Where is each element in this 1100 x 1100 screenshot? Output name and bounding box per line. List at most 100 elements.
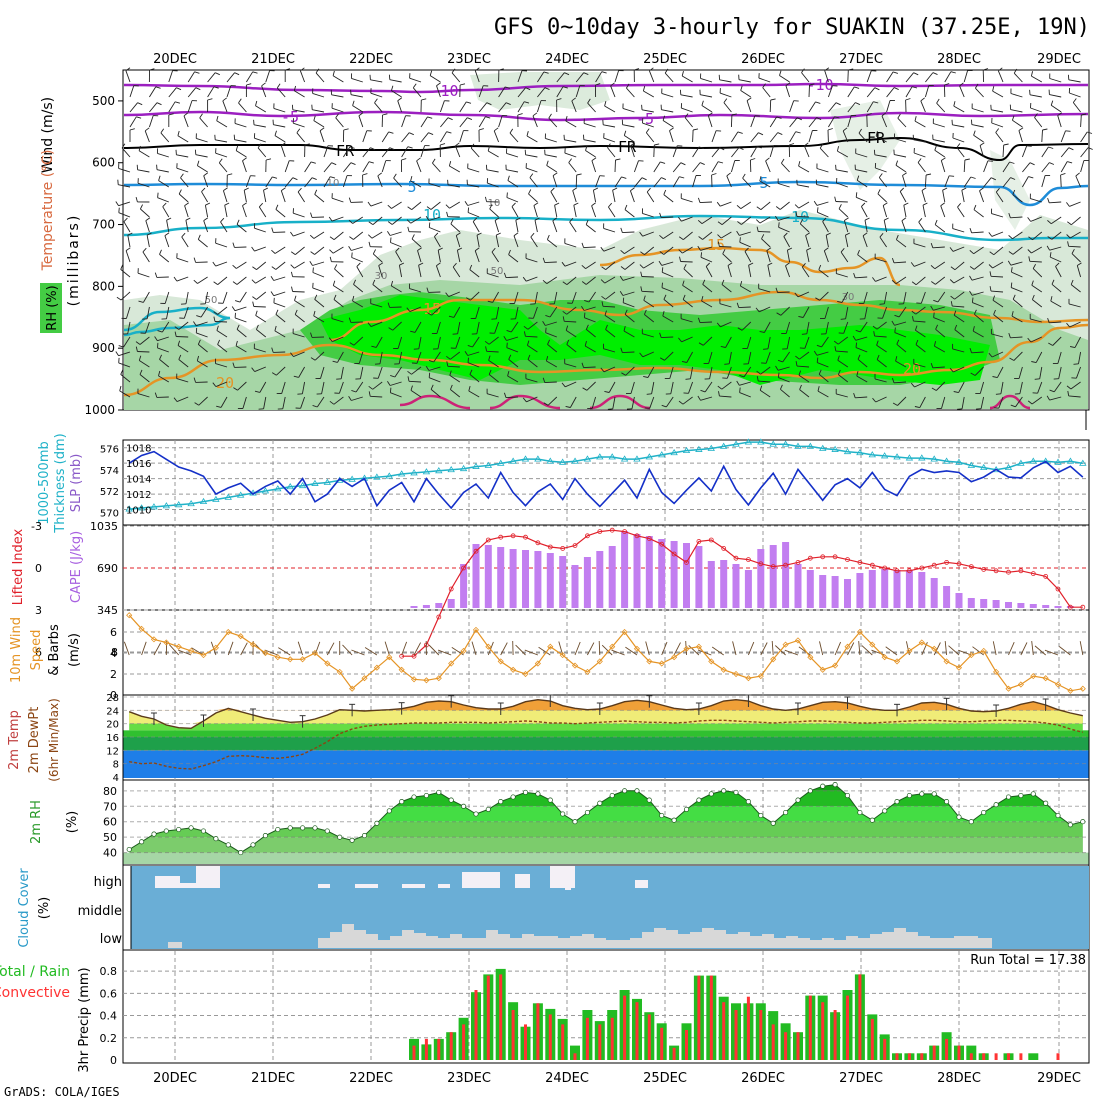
wind-barb-feather — [983, 68, 989, 71]
wind-barb — [798, 374, 810, 383]
wind-barb — [758, 77, 771, 83]
wind-barb — [487, 272, 499, 278]
wind-barb — [1010, 261, 1023, 266]
wind-barb-feather — [427, 116, 433, 119]
wind-barb-feather — [193, 257, 197, 263]
wind-barb — [476, 235, 480, 248]
wind-barb-feather — [203, 217, 209, 221]
wind-barb-feather — [600, 367, 605, 373]
wind-barb-feather — [493, 127, 499, 132]
wind-barb-feather — [824, 247, 829, 252]
wind-barb-feather — [933, 299, 939, 303]
wind-barb — [517, 70, 523, 83]
wind-barb-feather — [1031, 294, 1035, 300]
wind-barb — [692, 162, 701, 173]
wind-barb — [797, 184, 810, 188]
wind-barb-feather — [620, 347, 623, 353]
wind-barb-feather — [1028, 256, 1031, 262]
wind-barb — [841, 291, 849, 303]
thickness-marker — [298, 481, 307, 489]
wind-barb — [166, 306, 170, 319]
isotherm-25b — [489, 394, 561, 410]
wind-barb-feather — [798, 370, 802, 376]
isotherm-label: 10 — [423, 206, 441, 224]
wind-barb-feather — [388, 131, 394, 134]
wind-barb-feather — [953, 391, 959, 394]
rh2m-marker — [646, 797, 652, 803]
wind-barb-feather — [213, 281, 218, 285]
wind-barb-feather — [251, 279, 256, 284]
wind-barb — [915, 306, 926, 315]
wind-barb — [429, 227, 441, 233]
li-marker — [535, 540, 541, 546]
wind-barb-feather — [813, 350, 818, 356]
wind-barb — [741, 321, 752, 331]
wind-barb — [799, 389, 810, 398]
wind-barb-feather — [739, 280, 743, 287]
wind-barb — [688, 381, 694, 394]
wind10-barb — [227, 641, 234, 656]
wind-barb-feather — [411, 234, 415, 240]
wind-barb-feather — [542, 321, 546, 326]
cloud-low-bar — [438, 938, 450, 948]
wind-barb-feather — [987, 160, 993, 162]
wind-barb — [534, 291, 538, 304]
thickness-marker — [1029, 457, 1037, 464]
wind-barb-feather — [349, 236, 354, 240]
wind10-barb — [771, 640, 774, 656]
wind-barb-feather — [158, 175, 161, 181]
wind-barb — [187, 87, 197, 98]
rh-band — [129, 806, 1083, 822]
wind-barb — [372, 381, 383, 390]
rh2m-marker — [547, 797, 553, 803]
isotherm-freezing — [123, 136, 1089, 162]
wind-barb — [894, 154, 907, 158]
cape-bar — [422, 605, 430, 608]
wind-barb-feather — [166, 217, 172, 221]
wind-barb-feather — [475, 67, 480, 72]
wind-barb-feather — [446, 131, 452, 134]
cloud-layer-high-label: high — [94, 875, 122, 890]
wind-barb — [913, 139, 926, 143]
wind-barb — [990, 275, 1004, 278]
wind-barb-feather — [368, 385, 373, 390]
wind-barb-feather — [989, 251, 995, 256]
precip-convective-bar — [833, 1010, 837, 1060]
day-label-bottom: 27DEC — [839, 1071, 883, 1086]
wind-barb-feather — [681, 360, 687, 363]
wind10-marker — [596, 658, 603, 665]
wind10-barb — [760, 642, 768, 656]
wind-barb — [332, 336, 344, 343]
wind-barb-feather — [1028, 236, 1033, 241]
wind-barb-feather — [270, 276, 275, 281]
wind-barb-feather — [418, 262, 424, 266]
thickness-marker — [880, 452, 889, 459]
wind-barb — [835, 169, 848, 173]
rh2m-marker — [238, 850, 244, 856]
isotherm-20 — [123, 323, 1089, 397]
wind-barb — [730, 114, 733, 128]
wind-barb — [350, 94, 363, 98]
wind-barb — [974, 366, 984, 376]
wind-barb — [925, 72, 934, 83]
wind-barb-feather — [353, 279, 357, 285]
wind-barb-feather — [922, 202, 928, 206]
wind-barb — [707, 115, 713, 128]
wind-barb-feather — [758, 132, 764, 136]
wind-barb — [176, 167, 189, 173]
wind-barb — [866, 70, 872, 83]
wind-barb — [118, 362, 131, 368]
wind-barb — [351, 246, 363, 251]
wind-barb-feather — [275, 309, 279, 315]
wind-barb — [351, 257, 363, 263]
wind-barb-feather — [406, 219, 412, 224]
wind-barb — [641, 290, 654, 293]
wind-barb-feather — [1067, 390, 1070, 396]
wind-barb — [292, 333, 305, 338]
li-marker — [721, 546, 727, 551]
wind-barb — [897, 117, 907, 128]
wind-barb — [874, 258, 887, 263]
wind-barb-feather — [702, 279, 706, 285]
cape-bar — [596, 551, 604, 608]
